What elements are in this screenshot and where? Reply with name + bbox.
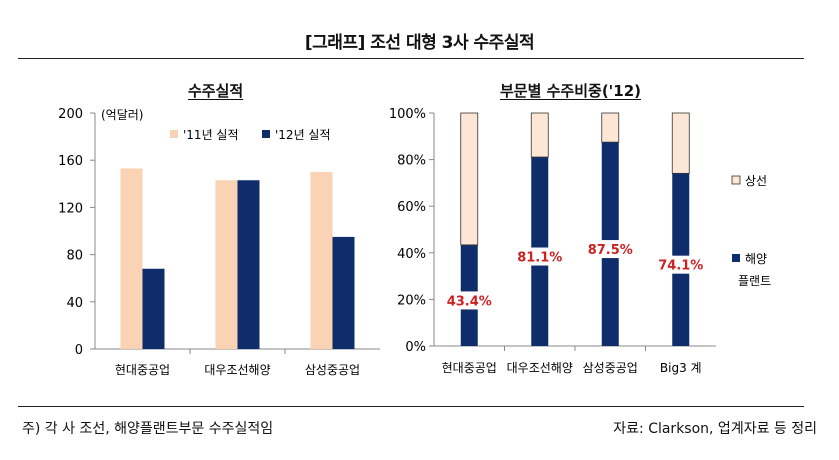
legend-swatch-2011 (170, 130, 178, 138)
left-bar-2011 (310, 172, 333, 349)
legend-label-offshore-line2: 플랜트 (738, 274, 771, 288)
footer-divider (18, 406, 804, 407)
footnote: 주) 각 사 조선, 해양플랜트부문 수주실적임 (22, 421, 274, 437)
right-y-tick-label: 20% (397, 293, 426, 308)
left-bar-2012 (237, 180, 260, 349)
right-data-label-bg (587, 240, 634, 259)
right-y-tick-label: 60% (397, 200, 426, 215)
right-x-tick-label: Big3 계 (660, 361, 702, 375)
right-data-label: 74.1% (658, 259, 703, 274)
right-bar-ship (530, 112, 549, 158)
legend-label-ship: 상선 (745, 174, 767, 188)
right-data-label-bg (446, 291, 493, 310)
right-y-tick-label: 0% (405, 340, 426, 355)
left-y-tick-label: 120 (58, 201, 83, 216)
main-title: [그래프] 조선 대형 3사 수주실적 (304, 33, 535, 53)
legend-label-2012: '12년 실적 (275, 128, 331, 142)
right-x-tick-label: 대우조선해양 (507, 361, 573, 375)
legend-label-offshore-line1: 해양 (745, 252, 767, 266)
right-y-tick-label: 40% (397, 247, 426, 262)
left-bar-2011 (120, 168, 143, 349)
legend-swatch-2012 (262, 130, 270, 138)
left-x-tick-label: 현대중공업 (115, 363, 170, 377)
left-chart-title: 수주실적 (188, 82, 244, 100)
left-y-tick-label: 200 (58, 107, 83, 122)
right-x-tick-label: 현대중공업 (442, 361, 497, 375)
left-y-tick-label: 40 (66, 296, 83, 311)
right-chart-title: 부문별 수주비중('12) (500, 82, 642, 100)
right-y-tick-label: 80% (397, 154, 426, 169)
right-data-label-bg (516, 247, 563, 266)
right-data-label: 43.4% (447, 294, 492, 309)
right-data-label: 87.5% (588, 243, 633, 258)
right-data-label: 81.1% (517, 251, 562, 266)
right-bar-ship (671, 112, 690, 174)
left-y-tick-label: 0 (75, 343, 83, 358)
left-y-tick-label: 160 (58, 154, 83, 169)
left-bar-2012 (142, 268, 165, 349)
left-unit-label: (억달러) (101, 108, 143, 122)
right-bar-ship (460, 112, 479, 246)
left-bar-2011 (215, 180, 238, 349)
legend-swatch-offshore (732, 254, 740, 262)
title-divider (18, 58, 804, 59)
legend-swatch-ship (731, 175, 741, 185)
legend-label-2011: '11년 실적 (183, 128, 239, 142)
right-y-tick-label: 100% (389, 107, 426, 122)
source-note: 자료: Clarkson, 업계자료 등 정리 (613, 421, 817, 437)
left-x-tick-label: 삼성중공업 (305, 363, 360, 377)
left-bar-2012 (332, 236, 355, 349)
left-y-tick-label: 80 (66, 249, 83, 264)
right-data-label-bg (657, 255, 704, 274)
left-chart: 0 40 80 120 160 200 (억달러) 현대중공업 대우조선해양 삼성중공업 '11년 … (58, 107, 771, 377)
left-x-tick-label: 대우조선해양 (204, 363, 270, 377)
right-x-tick-label: 삼성중공업 (583, 361, 638, 375)
right-bar-ship (601, 112, 620, 143)
